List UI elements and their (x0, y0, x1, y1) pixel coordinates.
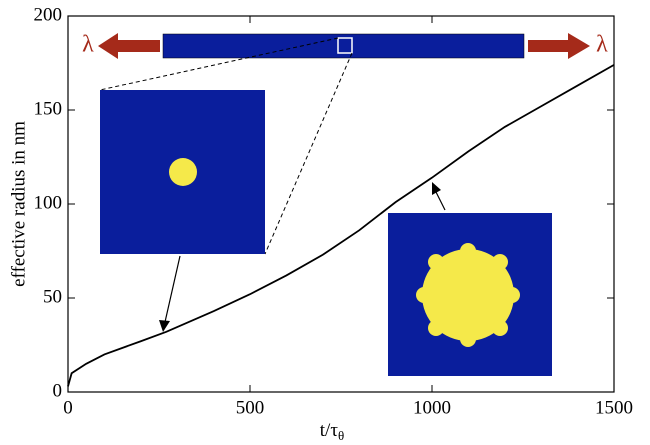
x-tick-label: 1000 (413, 397, 451, 418)
lambda-left: λ (82, 32, 94, 58)
domain-large (416, 243, 520, 347)
lambda-right: λ (596, 32, 608, 58)
x-label-main: t/τ (320, 420, 339, 441)
y-tick-label: 100 (34, 192, 63, 213)
zoom-box (337, 37, 353, 54)
x-tick-label: 0 (63, 397, 73, 418)
y-tick-label: 0 (53, 380, 63, 401)
x-tick-label: 1500 (595, 397, 633, 418)
pointer-head (159, 320, 170, 332)
y-tick-label: 150 (34, 98, 63, 119)
left-arrow (98, 33, 160, 59)
y-tick-label: 50 (43, 286, 62, 307)
pointer (435, 191, 446, 211)
zoom-line (99, 37, 339, 91)
x-tick-label: 500 (236, 397, 265, 418)
right-arrow (528, 33, 590, 59)
y-tick-label: 200 (34, 4, 63, 25)
pointer-head (432, 182, 441, 195)
zoom-line (264, 52, 353, 255)
x-axis-label: t/τθ (320, 420, 344, 443)
domain-small (169, 158, 197, 186)
x-label-sub: θ (338, 428, 344, 443)
y-axis-label: effective radius in nm (8, 121, 29, 287)
data-line (67, 64, 615, 387)
pointer (164, 255, 181, 323)
